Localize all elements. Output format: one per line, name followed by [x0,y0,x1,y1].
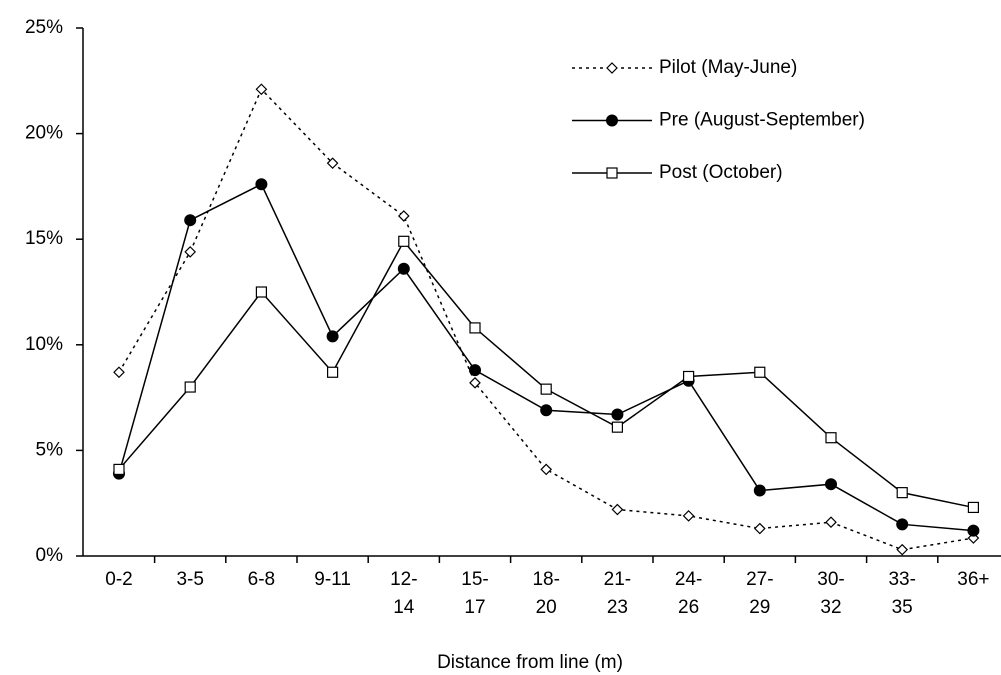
marker [896,487,908,499]
marker [540,383,552,395]
marker [606,167,618,179]
marker [397,262,410,275]
series-line [118,183,974,532]
marker [682,510,695,522]
marker [540,404,553,417]
x-tick-label: 0-2 [105,569,133,590]
marker [255,286,267,298]
y-tick-label: 5% [36,439,64,460]
marker [606,62,618,74]
marker [113,366,125,379]
marker [825,516,837,529]
marker [184,246,197,258]
y-tick-label: 25% [25,17,63,38]
marker [611,503,624,516]
marker [825,432,837,444]
x-tick-label: 33-35 [888,569,916,618]
marker [398,235,410,247]
marker [326,157,339,170]
marker [540,463,553,476]
marker [184,381,196,393]
y-tick-label: 15% [25,228,63,249]
marker [967,501,980,514]
marker [397,210,410,222]
marker [113,463,125,476]
legend-label: Post (October) [659,162,783,183]
marker [469,376,481,389]
marker [611,421,624,433]
marker [184,214,197,227]
marker [611,408,624,421]
x-tick-label: 27-29 [746,569,774,618]
marker [326,330,339,343]
marker [753,484,766,497]
marker [753,522,766,535]
legend-label: Pre (August-September) [659,110,865,131]
x-tick-label: 3-5 [176,569,204,590]
marker [469,322,481,334]
legend-label: Pilot (May-June) [659,57,797,78]
x-tick-label: 9-11 [314,569,351,590]
x-tick-label: 24-26 [674,569,703,618]
x-tick-label: 12-14 [390,569,418,618]
x-tick-label: 15-17 [461,569,489,618]
marker [255,83,268,96]
marker [469,364,481,377]
y-tick-label: 10% [25,334,63,355]
marker [896,518,909,531]
marker [825,478,837,491]
y-tick-label: 0% [36,545,64,566]
marker [754,366,766,378]
x-tick-label: 21-23 [603,569,632,618]
marker [606,114,618,127]
x-tick-label: 6-8 [247,569,276,590]
marker [682,370,695,383]
marker [327,366,339,378]
marker [967,524,980,537]
x-tick-label: 30-32 [817,569,845,618]
x-tick-label: 18-20 [532,569,560,618]
x-axis-label: Distance from line (m) [437,652,623,673]
marker [255,178,268,191]
y-tick-label: 20% [25,123,63,144]
marker [896,543,909,556]
series-line [118,87,974,551]
x-tick-label: 36+ [957,569,990,590]
